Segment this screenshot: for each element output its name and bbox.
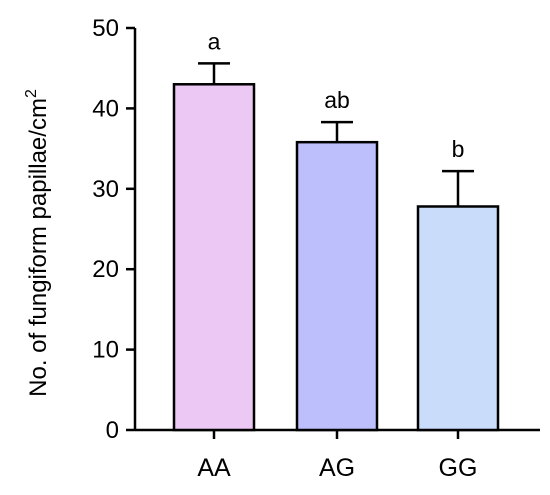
y-tick-label: 30 <box>92 176 119 203</box>
x-tick-label: GG <box>439 454 478 482</box>
y-tick-label: 40 <box>92 95 119 122</box>
y-tick-label: 0 <box>106 417 119 444</box>
bar-gg <box>416 205 500 432</box>
bar-aa <box>172 83 256 432</box>
significance-label: b <box>452 136 465 162</box>
x-tick-label: AA <box>197 454 231 482</box>
bar-ag <box>295 140 379 432</box>
y-axis-label-superscript: 2 <box>23 89 40 98</box>
y-tick-label: 10 <box>92 337 119 364</box>
y-tick-label: 50 <box>92 15 119 42</box>
y-tick-label: 20 <box>92 256 119 283</box>
x-tick-label: AG <box>319 454 355 482</box>
y-axis-label-main: No. of fungiform papillae/cm <box>25 98 52 397</box>
significance-label: a <box>208 28 221 54</box>
significance-label: ab <box>324 87 350 113</box>
y-axis-label: No. of fungiform papillae/cm2 <box>23 89 52 397</box>
